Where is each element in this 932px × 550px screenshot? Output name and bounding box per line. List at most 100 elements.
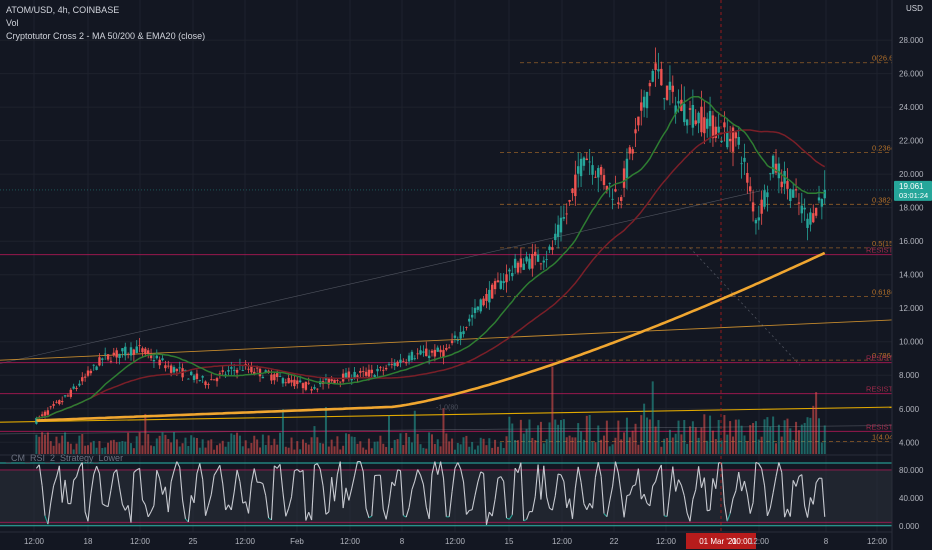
volume-bar — [58, 443, 61, 454]
rsi-segment — [689, 499, 694, 522]
rsi-segment — [557, 473, 562, 476]
candle-body — [462, 331, 465, 335]
volume-bar — [505, 436, 508, 454]
candle-body — [190, 371, 193, 376]
volume-bar — [227, 441, 230, 454]
candle-body — [499, 280, 502, 289]
fib-level-label: 0.786( — [872, 351, 894, 360]
candle-body — [660, 68, 663, 86]
fib-level-label: 0(26.6 — [872, 54, 893, 63]
rsi-segment — [93, 465, 98, 475]
volume-bar — [84, 445, 87, 454]
rsi-segment — [643, 493, 648, 504]
rsi-segment — [480, 471, 484, 474]
volume-bar — [651, 381, 654, 454]
rsi-segment — [156, 470, 161, 479]
time-tick-label: 12:00 — [445, 537, 466, 546]
candle-body — [614, 189, 617, 192]
rsi-segment — [253, 468, 258, 483]
volume-bar — [115, 442, 118, 454]
volume-bar — [709, 415, 712, 454]
volume-bar — [680, 434, 683, 454]
volume-bar — [69, 443, 72, 454]
candle-body — [207, 384, 210, 385]
time-tick-label: 25 — [189, 537, 198, 546]
oscillator-legend[interactable]: _CM_RSI_2_Strategy_Lower — [6, 453, 124, 463]
candle-body — [40, 414, 44, 416]
volume-bar — [631, 430, 634, 454]
rsi-segment — [434, 461, 439, 475]
candle-body — [135, 346, 138, 353]
candle-body — [671, 85, 674, 92]
candle-body — [270, 374, 273, 381]
symbol-title[interactable]: ATOM/USD, 4h, COINBASE — [6, 5, 120, 15]
rsi-segment — [460, 468, 465, 483]
rsi-segment — [354, 461, 359, 476]
candle-body — [353, 371, 356, 378]
volume-bar — [210, 439, 213, 454]
time-tick-label: 12:00 — [656, 537, 677, 546]
horizontal-levels — [0, 62, 892, 443]
rsi-segment — [385, 503, 390, 520]
rsi-segment — [709, 478, 714, 511]
candle-body — [491, 284, 494, 299]
rsi-segment — [348, 488, 353, 501]
volume-bar — [574, 437, 577, 454]
rsi-segment — [245, 501, 250, 514]
rsi-segment — [102, 503, 106, 507]
indicator-legend[interactable]: Cryptotutor Cross 2 - MA 50/200 & EMA20 … — [6, 31, 206, 41]
candle-body — [187, 378, 190, 380]
volume-bar — [511, 423, 514, 454]
candle-body — [301, 383, 305, 389]
candle-body — [138, 345, 141, 346]
rsi-segment — [64, 479, 69, 504]
volume-bar — [818, 418, 820, 454]
volume-bar — [216, 445, 218, 454]
candle-body — [126, 353, 130, 355]
volume-bar — [562, 419, 565, 454]
rsi-segment — [227, 504, 232, 511]
volume-bar — [749, 425, 752, 454]
rsi-segment — [471, 495, 476, 510]
resist-level-label: RESIST — [866, 354, 894, 363]
rsi-segment — [551, 495, 556, 511]
candle-body — [376, 368, 379, 372]
faint-level-label: -1.0(80 — [436, 405, 458, 412]
rsi-segment — [325, 511, 330, 515]
rsi-segment — [652, 481, 657, 487]
candle-body — [66, 395, 70, 397]
candle-body — [61, 401, 64, 403]
volume-legend[interactable]: Vol — [6, 18, 19, 28]
candle-body — [333, 379, 336, 384]
candle-body — [149, 353, 153, 359]
candle-body — [823, 189, 826, 199]
rsi-segment — [477, 471, 482, 483]
volume-bar — [324, 406, 327, 454]
rsi-segment — [580, 482, 585, 504]
resist-level-label: RESIST — [866, 246, 894, 255]
candle-body — [594, 176, 597, 178]
volume-bar — [732, 436, 734, 454]
candle-body — [224, 374, 227, 376]
volume-bar — [259, 447, 261, 454]
rsi-segment — [517, 462, 522, 473]
candle-body — [339, 381, 342, 383]
candle-body — [708, 111, 712, 127]
rsi-segment — [41, 485, 46, 516]
volume-bar — [382, 443, 385, 454]
candle-body — [445, 347, 448, 350]
volume-bar — [416, 433, 419, 454]
rsi-segment — [236, 469, 241, 482]
volume-bar — [789, 428, 792, 454]
volume-bar — [551, 366, 554, 454]
volume-bar — [118, 441, 121, 454]
candle-body — [522, 263, 525, 270]
volume-bar — [734, 419, 737, 454]
rsi-segment — [634, 468, 639, 485]
rsi-segment — [290, 470, 295, 497]
rsi-segment — [90, 474, 95, 495]
volume-bar — [336, 436, 339, 454]
volume-bar — [270, 445, 273, 454]
date-tag-box — [686, 533, 756, 549]
